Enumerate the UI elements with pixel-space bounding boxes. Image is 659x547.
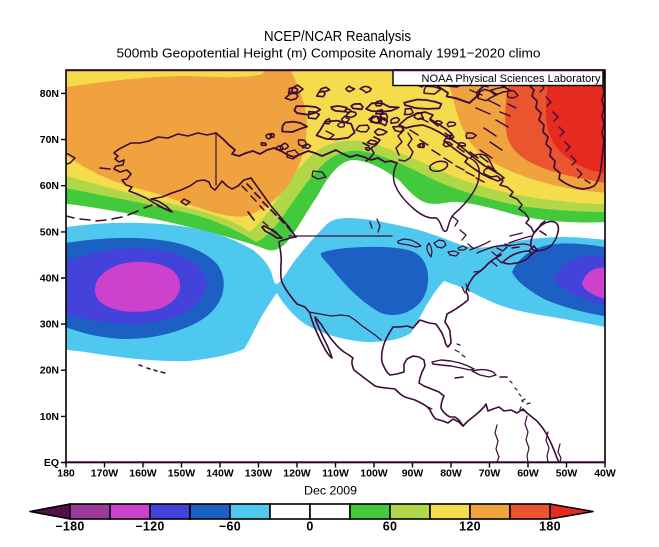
svg-text:130W: 130W [245,468,273,480]
svg-text:NCEP/NCAR Reanalysis: NCEP/NCAR Reanalysis [264,28,411,45]
svg-text:140W: 140W [206,468,234,480]
svg-text:60N: 60N [40,180,59,192]
svg-text:120W: 120W [283,468,311,480]
svg-text:NOAA Physical Sciences Laborat: NOAA Physical Sciences Laboratory [422,73,602,85]
svg-text:150W: 150W [168,468,196,480]
svg-text:160W: 160W [129,468,157,480]
svg-text:70N: 70N [40,134,59,146]
svg-text:20N: 20N [40,365,59,377]
svg-text:EQ: EQ [44,457,59,469]
svg-text:120: 120 [459,520,481,534]
svg-text:180: 180 [539,520,561,534]
svg-text:−60: −60 [219,520,241,534]
svg-text:−120: −120 [135,520,164,534]
svg-text:70W: 70W [479,468,501,480]
svg-text:180: 180 [57,468,75,480]
svg-text:500mb Geopotential Height (m): 500mb Geopotential Height (m) Composite … [117,46,541,61]
svg-text:170W: 170W [91,468,119,480]
svg-text:30N: 30N [40,319,59,331]
svg-text:60: 60 [383,520,398,534]
svg-text:Dec 2009: Dec 2009 [304,486,357,498]
svg-text:80W: 80W [440,468,462,480]
svg-text:100W: 100W [360,468,388,480]
svg-text:110W: 110W [322,468,349,480]
svg-text:80N: 80N [40,88,59,100]
svg-text:50N: 50N [40,226,59,238]
svg-text:60W: 60W [517,468,539,480]
svg-text:−180: −180 [55,520,84,534]
svg-text:10N: 10N [40,411,59,423]
svg-text:0: 0 [306,520,313,534]
svg-text:40W: 40W [594,468,616,480]
svg-text:90W: 90W [402,468,424,480]
svg-text:40N: 40N [40,273,59,285]
svg-text:50W: 50W [556,468,578,480]
